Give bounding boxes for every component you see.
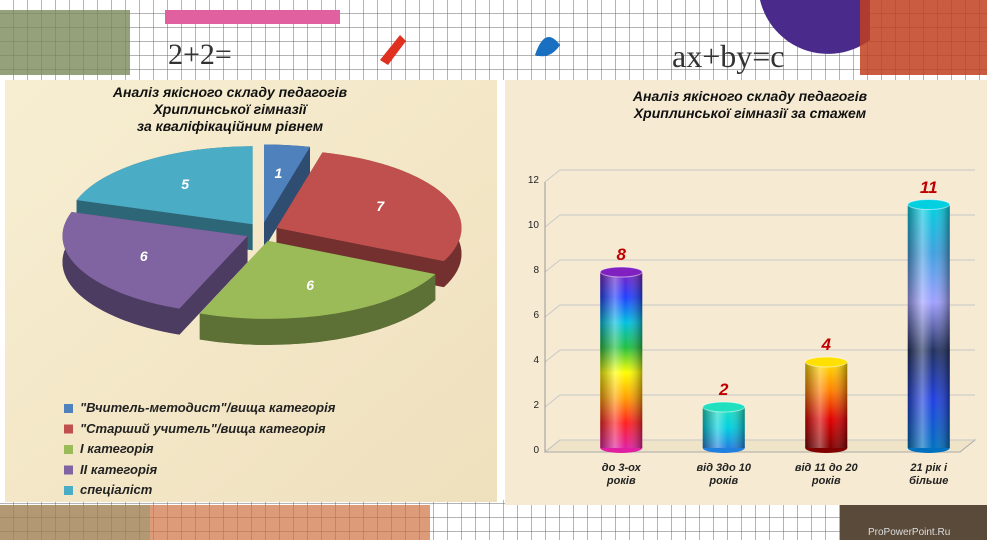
data-label: 6 <box>139 247 148 264</box>
bar-shade <box>702 407 745 448</box>
decor <box>165 10 340 24</box>
pie-slice <box>62 211 248 309</box>
slice-side-face <box>179 236 248 335</box>
pie-slice <box>264 144 311 223</box>
grid-line <box>544 169 975 183</box>
slice-side-face <box>62 211 180 335</box>
y-tick-label: 2 <box>533 400 539 411</box>
watermark: ProPowerPoint.Ru <box>868 527 951 538</box>
pie-slice <box>199 240 436 319</box>
legend-swatch <box>64 445 73 454</box>
slice-side-face <box>264 146 311 249</box>
bar-top <box>907 199 951 210</box>
legend-label: "Старший учитель"/вища категорія <box>80 420 326 436</box>
chart-title: Аналіз якісного складу педагогів Хриплин… <box>632 88 868 121</box>
grid-line <box>544 259 975 273</box>
legend-swatch <box>64 465 73 475</box>
decor <box>380 35 406 65</box>
bar-top <box>599 266 643 278</box>
decor <box>0 10 130 75</box>
bar-shade <box>907 204 950 448</box>
data-label: 11 <box>919 177 938 197</box>
data-label: 5 <box>181 176 190 193</box>
decor-text: ax+by=c <box>672 38 785 74</box>
legend-label: спеціаліст <box>80 482 153 497</box>
decor <box>840 500 987 540</box>
data-label: 2 <box>719 380 729 399</box>
data-label: 8 <box>616 245 626 264</box>
legend-label: "Вчитель-методист"/вища категорія <box>80 400 336 415</box>
legend-swatch <box>64 486 73 495</box>
y-tick-label: 6 <box>533 310 539 321</box>
bar-shade <box>805 362 848 448</box>
legend-label: І категорія <box>80 441 154 456</box>
y-tick-label: 10 <box>527 220 539 231</box>
x-tick-label: від 3до 10 років <box>696 462 751 488</box>
grid-line <box>544 349 975 363</box>
decor <box>760 0 870 54</box>
data-label: 1 <box>274 165 283 182</box>
chart-title: Аналіз якісного складу педагогів Хриплин… <box>112 84 348 134</box>
grid-line <box>544 214 975 228</box>
decor <box>150 505 430 540</box>
y-tick-label: 8 <box>533 265 539 276</box>
bar-top <box>804 356 848 368</box>
bar-top <box>702 401 746 413</box>
data-label: 7 <box>376 198 385 215</box>
data-label: 4 <box>821 335 831 354</box>
decor <box>535 37 560 57</box>
legend-swatch <box>64 404 73 413</box>
bar-shade <box>600 272 643 448</box>
y-tick-label: 0 <box>533 445 539 456</box>
legend-swatch <box>64 424 73 434</box>
data-label: 6 <box>306 276 314 293</box>
x-tick-label: 21 рік і більше <box>909 462 949 488</box>
y-tick-label: 4 <box>533 355 539 366</box>
decor <box>860 0 987 75</box>
decor-text: 2+2= <box>168 38 232 71</box>
legend-label: ІІ категорія <box>80 461 158 477</box>
right-panel <box>505 80 987 505</box>
pie-slice <box>276 152 462 262</box>
slice-side-face <box>199 274 436 345</box>
pie-slice <box>76 146 253 225</box>
x-tick-label: до 3-ох років <box>601 462 641 488</box>
y-tick-label: 12 <box>527 175 539 186</box>
grid-line <box>544 304 975 318</box>
x-tick-label: від 11 до 20 років <box>794 462 858 488</box>
decor <box>0 505 150 540</box>
